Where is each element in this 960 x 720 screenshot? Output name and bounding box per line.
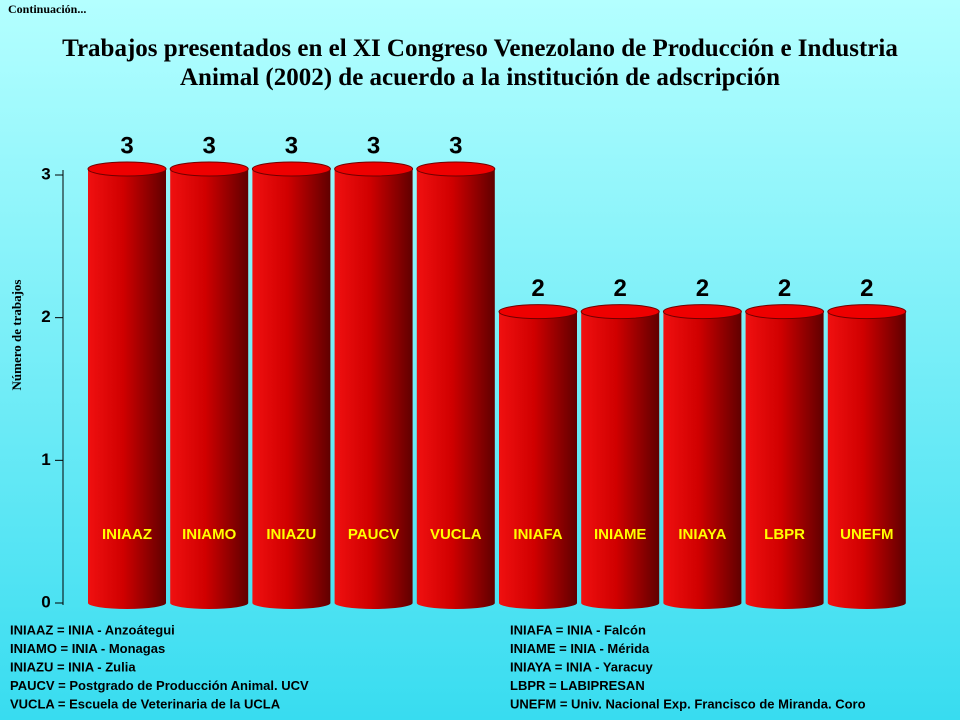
data-label: 2 [696,275,709,302]
data-label: 2 [778,275,791,302]
category-label: INIAAZ [102,526,152,543]
data-label: 2 [531,275,544,302]
y-tick-label: 0 [41,592,50,611]
legend-note: INIAME = INIA - Mérida [510,641,650,656]
bar [170,169,249,609]
y-tick-label: 1 [41,450,50,469]
category-label: INIAZU [266,526,316,543]
y-axis-label: Número de trabajos [9,280,24,391]
legend-note: INIAZU = INIA - Zulia [10,659,136,674]
bar [416,169,495,609]
bar-top [169,161,249,177]
legend-note: INIAAZ = INIA - Anzoátegui [10,622,175,637]
bar-top [416,161,496,177]
data-label: 3 [285,132,298,159]
bar [252,169,331,609]
data-label: 2 [860,275,873,302]
bar-top [251,161,331,177]
bar-top [662,304,742,320]
legend-note: INIAYA = INIA - Yaracuy [510,659,653,674]
bar-top [827,304,907,320]
data-label: 3 [449,132,462,159]
legend-note: INIAFA = INIA - Falcón [510,622,646,637]
bar-top [580,304,660,320]
bar [745,311,824,609]
data-label: 2 [614,275,627,302]
category-label: INIAYA [678,526,726,543]
bar [581,311,660,609]
legend-note: VUCLA = Escuela de Veterinaria de la UCL… [10,696,281,711]
category-label: PAUCV [348,526,399,543]
bar-top [334,161,414,177]
legend-note: INIAMO = INIA - Monagas [10,641,165,656]
y-tick-label: 2 [41,307,50,326]
category-label: INIAMO [182,526,236,543]
category-label: VUCLA [430,526,482,543]
data-label: 3 [203,132,216,159]
legend-note: PAUCV = Postgrado de Producción Animal. … [10,678,309,693]
bar-top [745,304,825,320]
category-label: INIAFA [513,526,562,543]
legend-note: LBPR = LABIPRESAN [510,678,645,693]
bar [499,311,577,609]
bar [827,311,906,609]
data-label: 3 [367,132,380,159]
data-label: 3 [120,132,133,159]
legend-note: UNEFM = Univ. Nacional Exp. Francisco de… [510,696,866,711]
bar-top [498,304,578,320]
category-label: LBPR [764,526,805,543]
category-label: UNEFM [840,526,893,543]
y-tick-label: 3 [41,164,50,183]
bar [88,169,166,609]
bar [663,311,742,609]
header: Continuación... [8,2,87,16]
bar-top [87,161,167,177]
category-label: INIAME [594,526,647,543]
chart-title: Trabajos presentados en el XI Congreso V… [62,35,898,91]
bar [334,169,413,609]
